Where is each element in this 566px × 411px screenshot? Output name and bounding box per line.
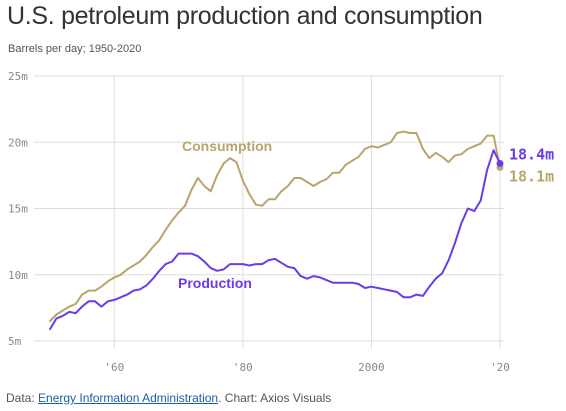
consumption-end-label: 18.1m <box>509 167 554 185</box>
y-tick-label: 20m <box>8 136 28 149</box>
y-axis-labels: 5m 10m 15m 20m 25m <box>8 70 28 348</box>
grid-lines <box>34 75 504 349</box>
production-line <box>49 149 501 331</box>
source-link[interactable]: Energy Information Administration <box>38 391 219 405</box>
series-lines <box>49 130 504 331</box>
footer-suffix: . Chart: Axios Visuals <box>218 391 332 405</box>
production-end-point <box>496 159 504 167</box>
annotations: 18.1m 18.4m Consumption Production <box>178 138 554 291</box>
x-tick-label: '60 <box>104 361 124 374</box>
x-axis-labels: '60 '80 2000 '20 <box>104 361 510 374</box>
y-tick-label: 25m <box>8 70 28 83</box>
consumption-annotation: Consumption <box>182 138 272 154</box>
x-tick-label: '80 <box>233 361 253 374</box>
footer: Data: Energy Information Administration.… <box>6 391 331 405</box>
x-tick-label: '20 <box>490 361 510 374</box>
chart-subtitle: Barrels per day; 1950-2020 <box>8 43 142 55</box>
production-end-label: 18.4m <box>509 145 554 163</box>
chart-title: U.S. petroleum production and consumptio… <box>7 2 483 30</box>
y-tick-label: 5m <box>8 335 22 348</box>
x-tick-label: 2000 <box>358 361 385 374</box>
production-annotation: Production <box>178 275 252 291</box>
y-tick-label: 15m <box>8 203 28 216</box>
y-tick-label: 10m <box>8 269 28 282</box>
footer-data-prefix: Data: <box>6 391 39 405</box>
consumption-line <box>49 130 501 323</box>
